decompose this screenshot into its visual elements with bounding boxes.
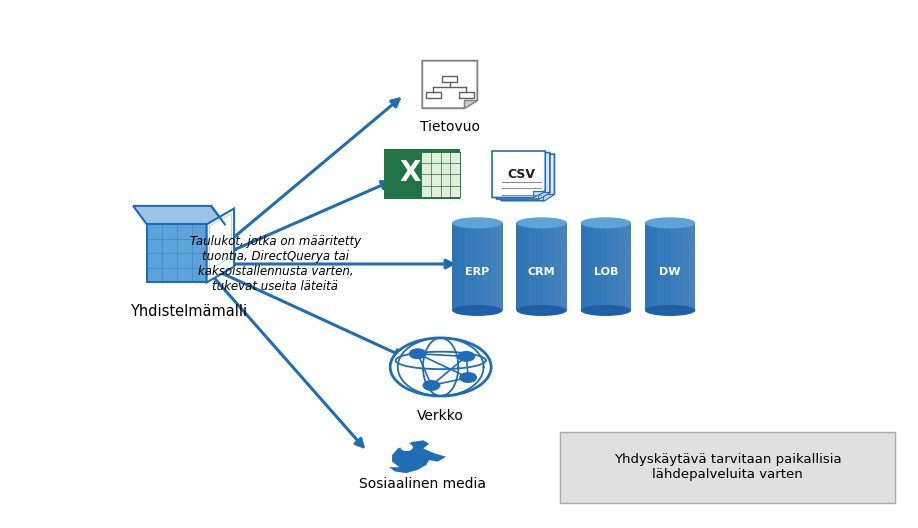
Ellipse shape: [516, 305, 567, 316]
FancyBboxPatch shape: [670, 223, 677, 310]
FancyBboxPatch shape: [606, 223, 612, 310]
FancyBboxPatch shape: [548, 223, 554, 310]
Text: ERP: ERP: [465, 267, 489, 277]
FancyBboxPatch shape: [516, 223, 567, 310]
Bar: [426, 92, 441, 98]
Text: CRM: CRM: [528, 267, 555, 277]
FancyBboxPatch shape: [542, 223, 548, 310]
Ellipse shape: [644, 305, 696, 316]
Text: Verkko: Verkko: [417, 409, 465, 423]
Polygon shape: [543, 194, 554, 201]
Ellipse shape: [453, 218, 503, 229]
Ellipse shape: [581, 305, 632, 316]
FancyBboxPatch shape: [612, 223, 619, 310]
Polygon shape: [147, 224, 207, 282]
Text: Tietovuo: Tietovuo: [420, 120, 480, 134]
Text: DW: DW: [659, 267, 681, 277]
Ellipse shape: [581, 218, 632, 229]
Polygon shape: [492, 151, 545, 197]
Polygon shape: [133, 206, 225, 224]
Text: X: X: [399, 159, 420, 187]
Text: Yhdyskäytävä tarvitaan paikallisia
lähdepalveluita varten: Yhdyskäytävä tarvitaan paikallisia lähde…: [614, 453, 841, 482]
Polygon shape: [464, 100, 477, 108]
Polygon shape: [533, 191, 545, 197]
Polygon shape: [389, 440, 446, 473]
Text: Yhdistelmämalli: Yhdistelmämalli: [129, 304, 247, 318]
FancyBboxPatch shape: [560, 432, 895, 503]
Circle shape: [401, 444, 412, 450]
FancyBboxPatch shape: [421, 152, 460, 197]
FancyBboxPatch shape: [581, 223, 632, 310]
FancyBboxPatch shape: [554, 223, 561, 310]
Polygon shape: [207, 209, 234, 282]
FancyBboxPatch shape: [477, 223, 484, 310]
FancyBboxPatch shape: [619, 223, 625, 310]
Text: LOB: LOB: [594, 267, 618, 277]
FancyBboxPatch shape: [689, 223, 696, 310]
FancyBboxPatch shape: [385, 149, 460, 199]
Circle shape: [409, 349, 426, 359]
Text: Sosiaalinen media: Sosiaalinen media: [359, 477, 486, 491]
Polygon shape: [209, 214, 231, 269]
Circle shape: [458, 352, 475, 361]
FancyBboxPatch shape: [625, 223, 632, 310]
Text: CSV: CSV: [508, 168, 535, 181]
Polygon shape: [538, 192, 550, 199]
Ellipse shape: [516, 218, 567, 229]
FancyBboxPatch shape: [453, 223, 503, 310]
FancyBboxPatch shape: [497, 223, 503, 310]
Bar: [442, 76, 457, 82]
Ellipse shape: [644, 218, 696, 229]
FancyBboxPatch shape: [644, 223, 696, 310]
Ellipse shape: [453, 305, 503, 316]
Circle shape: [390, 338, 491, 396]
Polygon shape: [501, 154, 554, 201]
FancyBboxPatch shape: [683, 223, 689, 310]
FancyBboxPatch shape: [484, 223, 490, 310]
FancyBboxPatch shape: [490, 223, 497, 310]
FancyBboxPatch shape: [677, 223, 683, 310]
Text: Taulukot, jotka on määritetty
tuontia, DirectQuerya tai
kaksoistallennusta varte: Taulukot, jotka on määritetty tuontia, D…: [190, 235, 361, 293]
FancyBboxPatch shape: [561, 223, 566, 310]
Circle shape: [460, 373, 476, 382]
Bar: [459, 92, 474, 98]
Polygon shape: [422, 61, 477, 108]
Circle shape: [423, 381, 440, 390]
Polygon shape: [497, 153, 550, 199]
